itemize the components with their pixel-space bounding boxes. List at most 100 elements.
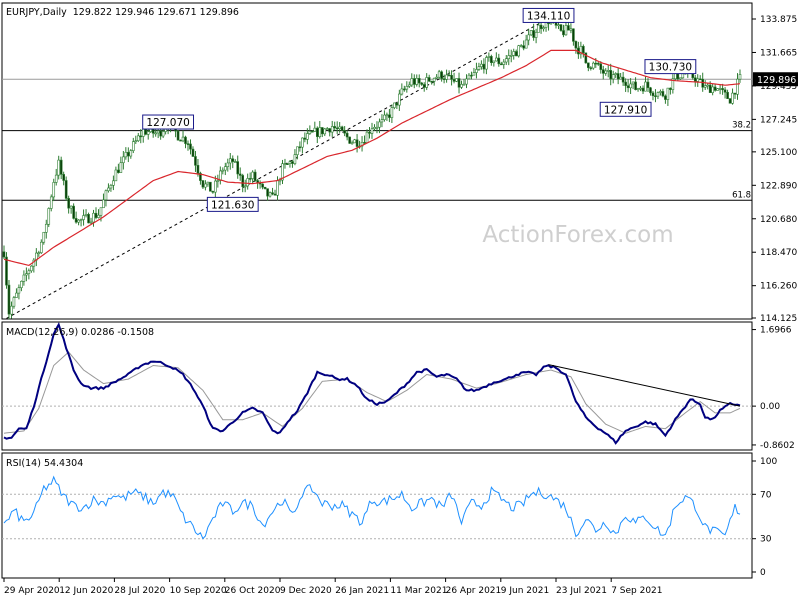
candle-body [315, 127, 319, 137]
candle-body [330, 126, 334, 133]
macd-label: MACD(12,26,9) 0.0286 -0.1508 [6, 327, 154, 338]
candle-body [54, 174, 58, 183]
candle-body [619, 76, 622, 80]
candle-body [529, 30, 533, 36]
candle-body [388, 114, 391, 118]
candle-body [350, 142, 354, 145]
candle-body [579, 45, 583, 55]
candle-body [22, 274, 26, 282]
candle-body [251, 171, 254, 179]
candle-body [460, 84, 463, 88]
candle-body [99, 207, 103, 216]
x-tick-label: 12 Jun 2020 [59, 586, 113, 596]
candle-body [495, 57, 498, 62]
candle-body [584, 52, 588, 64]
candle-body [532, 30, 535, 38]
candle-body [253, 171, 257, 181]
price-tick-label: 131.665 [760, 48, 797, 58]
candle-body [723, 89, 727, 93]
candle-body [681, 73, 685, 79]
candle-body [44, 223, 48, 233]
candle-body [291, 161, 294, 164]
candle-body [209, 181, 212, 192]
candle-body [343, 130, 346, 134]
candle-body [159, 130, 162, 137]
candle-body [497, 57, 501, 65]
candle-body [273, 193, 277, 196]
candle-body [679, 77, 682, 80]
candle-body [514, 51, 518, 57]
candle-body [127, 152, 130, 157]
uptrend-line [6, 15, 554, 319]
candle-body [27, 270, 31, 274]
candle-body [89, 221, 93, 224]
candle-body [430, 80, 433, 83]
rsi-tick-label: 100 [760, 457, 777, 467]
candle-body [107, 187, 110, 192]
candle-body [49, 196, 53, 209]
candle-body [733, 92, 737, 95]
candle-body [504, 58, 508, 63]
macd-tick-label: 1.6966 [760, 326, 792, 336]
candle-body [375, 126, 379, 129]
candle-body [582, 45, 585, 54]
candle-body [82, 215, 85, 220]
fib-label: 61.8 [732, 190, 751, 200]
candle-body [472, 72, 476, 76]
rsi-tick-label: 70 [760, 490, 772, 500]
symbol-title: EURJPY,Daily 129.822 129.946 129.671 129.… [6, 7, 239, 18]
candle-body [296, 146, 299, 155]
candle-body [604, 70, 608, 74]
price-panel: 38.2 61.8 134.110 130.730 127.910 127.070 121.… [2, 7, 798, 324]
x-tick-label: 26 Apr 2021 [446, 586, 502, 596]
candle-body [634, 81, 637, 91]
candle-body [52, 182, 56, 198]
candle-body [656, 92, 660, 97]
candle-body [378, 121, 381, 128]
candle-body [701, 78, 705, 88]
candle-body [236, 161, 240, 175]
rsi-tick-label: 0 [760, 568, 766, 578]
candle-body [467, 74, 471, 80]
price-callout-box [142, 114, 195, 130]
price-callout-label: 134.110 [527, 10, 570, 22]
candle-body [365, 131, 369, 143]
candle-body [119, 162, 123, 173]
candle-body [731, 92, 734, 104]
candle-body [112, 180, 115, 186]
macd-trendline [548, 364, 741, 407]
candle-body [340, 126, 344, 131]
candle-body [492, 60, 496, 64]
price-tick-label: 116.260 [760, 282, 797, 292]
candle-body [136, 135, 140, 142]
candle-body [67, 198, 70, 209]
candle-body [427, 77, 431, 82]
candle-body [206, 181, 210, 185]
candle-body [716, 88, 719, 91]
candle-body [569, 28, 573, 31]
candle-body [522, 45, 525, 49]
candle-body [559, 24, 563, 31]
candle-body [452, 79, 456, 82]
candle-body [74, 218, 78, 223]
candle-body [2, 251, 6, 258]
candle-body [241, 175, 245, 188]
candle-body [557, 24, 560, 26]
macd-signal-line [3, 351, 741, 434]
candle-body [567, 25, 570, 31]
candle-body [266, 188, 269, 197]
candle-body [407, 84, 411, 87]
candle-body [176, 130, 180, 141]
candle-body [587, 62, 590, 68]
price-tick-label: 133.875 [760, 15, 797, 25]
candle-body [12, 297, 16, 307]
candle-body [42, 231, 46, 243]
candle-body [92, 212, 95, 223]
candle-body [390, 107, 394, 118]
candle-body [564, 25, 568, 36]
candle-body [333, 126, 337, 129]
candle-body [370, 128, 374, 134]
candle-body [398, 93, 401, 106]
candle-body [646, 81, 650, 89]
